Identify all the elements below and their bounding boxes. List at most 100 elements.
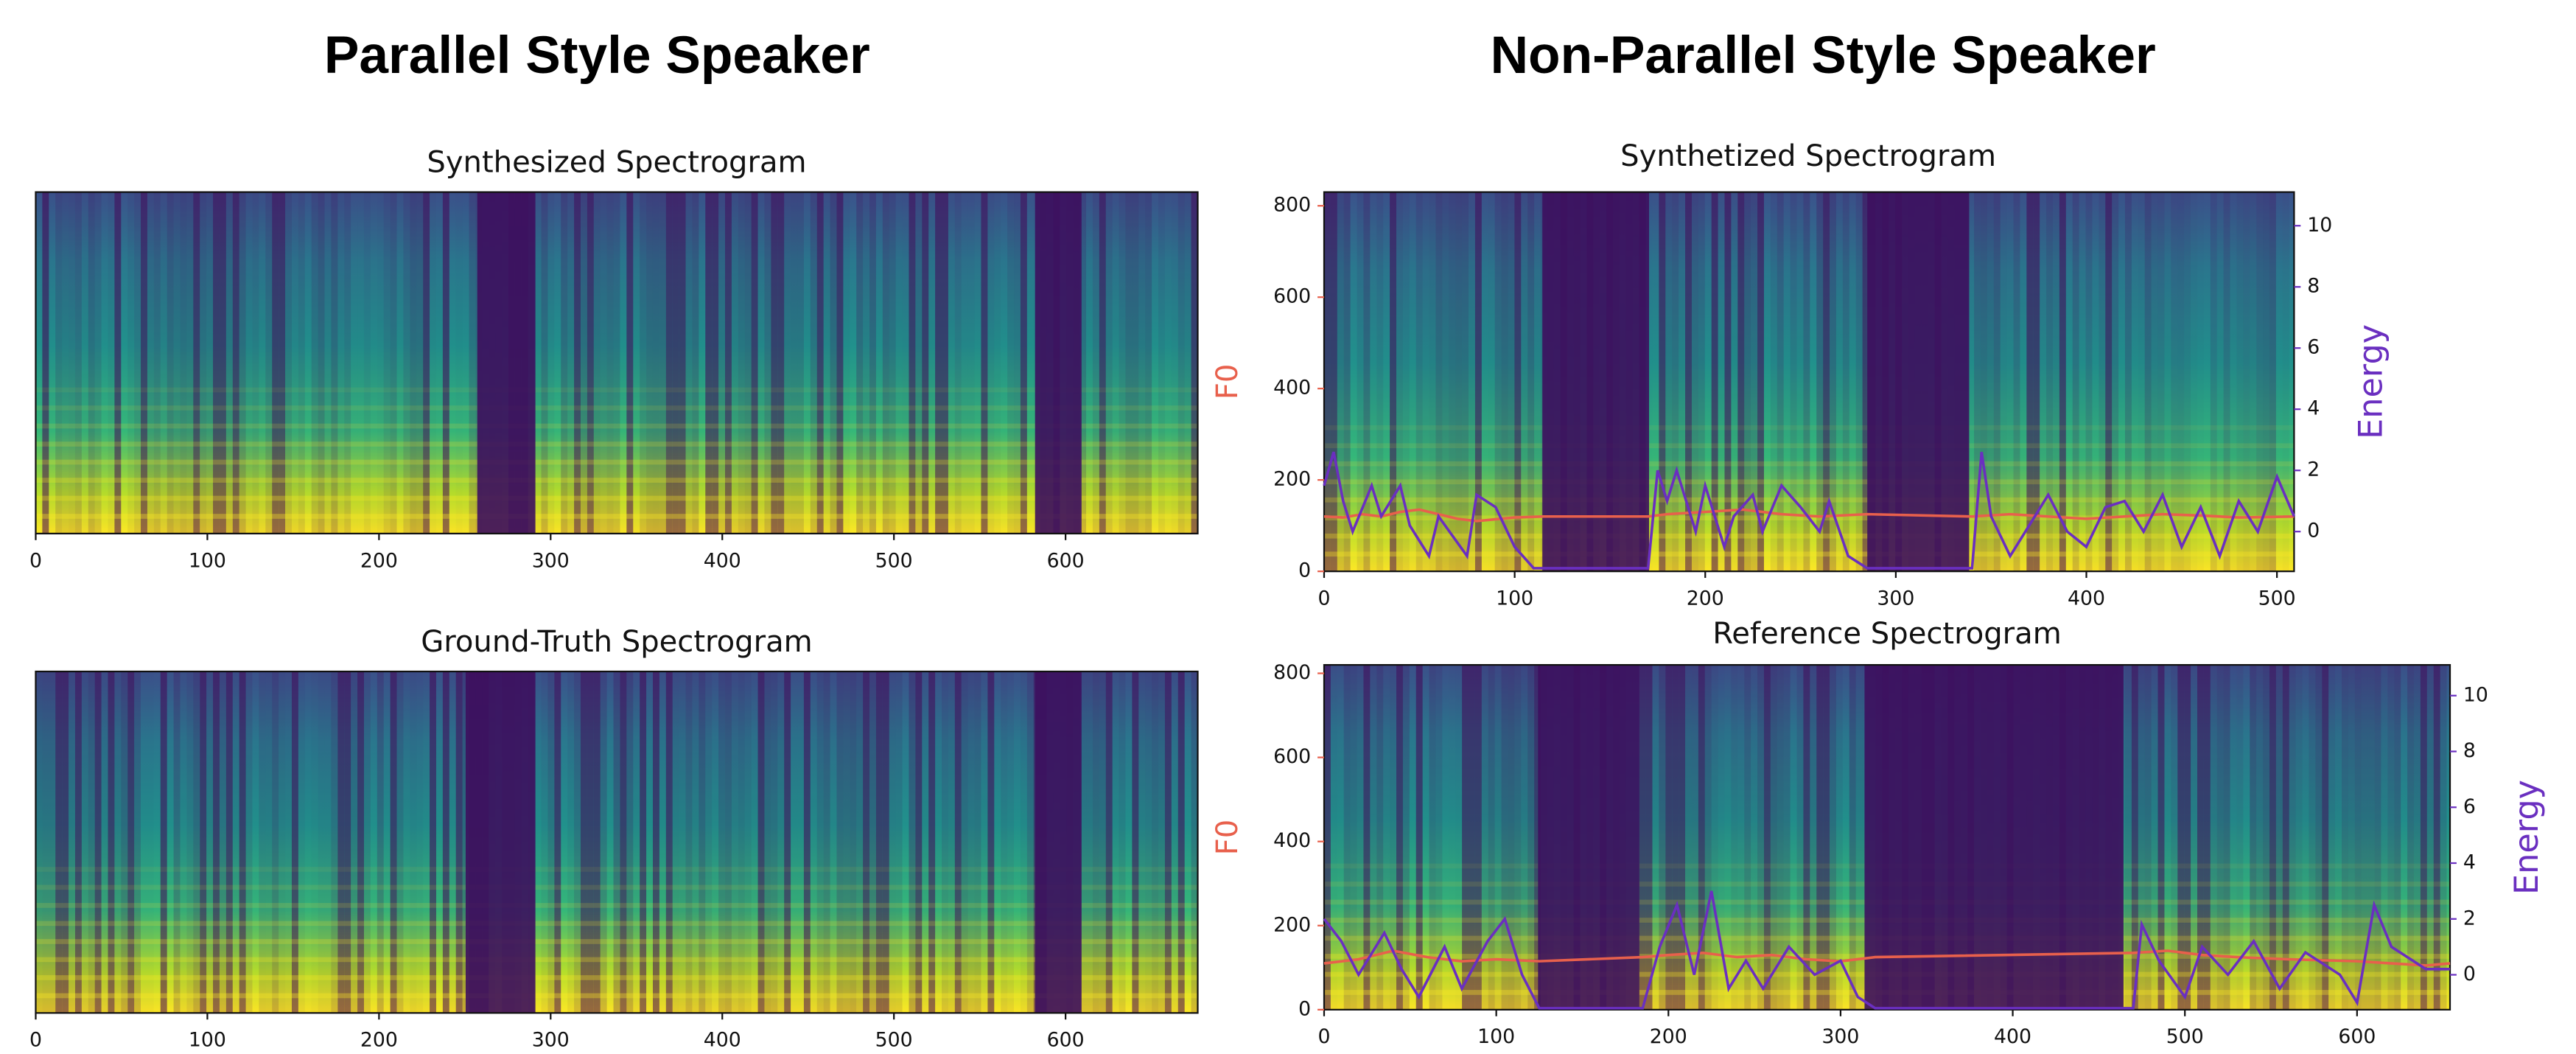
spectrogram-texture	[1455, 192, 1462, 572]
x-tick-label: 600	[1047, 549, 1085, 572]
spectrogram-harmonic	[35, 442, 1197, 447]
x-tick-label: 100	[189, 549, 226, 572]
x-tick-label: 0	[1318, 587, 1331, 610]
y-tick-label: 400	[1273, 377, 1311, 399]
panel-title: Synthetized Spectrogram	[1620, 139, 1996, 173]
y2-tick-label: 0	[2463, 963, 2476, 985]
spectrogram-harmonic	[35, 496, 1197, 501]
spectrogram-texture	[2086, 192, 2093, 572]
y-tick-label: 200	[1273, 468, 1311, 491]
spectrogram-texture	[1718, 192, 1725, 572]
spectrogram-texture	[2073, 192, 2079, 572]
x-tick-label: 500	[2166, 1025, 2204, 1048]
spectrogram-texture	[2256, 192, 2263, 572]
spectrogram-harmonic	[35, 388, 1197, 393]
spectrogram-texture	[2040, 192, 2046, 572]
panel-title: Reference Spectrogram	[1712, 617, 2061, 651]
spectrogram-texture	[2236, 192, 2243, 572]
spectrogram-texture	[1751, 192, 1757, 572]
y2-axis-label: Energy	[2507, 780, 2546, 895]
spectrogram-texture	[2269, 192, 2276, 572]
spectrogram-texture	[2283, 192, 2289, 572]
spectrogram-texture	[2125, 192, 2132, 572]
x-tick-label: 0	[29, 549, 42, 572]
x-tick-label: 500	[875, 1029, 913, 1052]
spectrogram-texture	[2092, 192, 2099, 572]
spectrogram-harmonic	[35, 921, 1197, 926]
x-tick-label: 100	[1496, 587, 1533, 610]
spectrogram-texture	[1410, 192, 1416, 572]
y-tick-label: 800	[1273, 661, 1311, 684]
y2-tick-label: 2	[2307, 458, 2320, 481]
y-tick-label: 600	[1273, 745, 1311, 768]
y2-tick-label: 6	[2463, 795, 2476, 818]
y2-tick-label: 4	[2463, 851, 2476, 874]
figure: Parallel Style Speaker Non-Parallel Styl…	[0, 0, 2576, 1054]
y-tick-label: 0	[1298, 997, 1311, 1020]
spectrogram-harmonic	[1324, 551, 2294, 556]
spectrogram-harmonic	[35, 424, 1197, 429]
y2-tick-label: 4	[2307, 397, 2320, 420]
x-tick-label: 300	[1877, 587, 1914, 610]
x-tick-label: 0	[1318, 1025, 1331, 1048]
y2-tick-label: 0	[2307, 520, 2320, 542]
spectrogram-texture	[1462, 192, 1469, 572]
spectrogram-texture	[2112, 192, 2118, 572]
spectrogram-texture	[1737, 192, 1744, 572]
spectrogram-texture	[1396, 192, 1403, 572]
section-heading: Non-Parallel Style Speaker	[1491, 26, 2156, 85]
y-axis-label: F0	[1211, 364, 1245, 400]
spectrogram-harmonic	[1324, 498, 2294, 503]
y2-tick-label: 10	[2307, 214, 2332, 237]
spectrogram-texture	[1337, 192, 1344, 572]
spectrogram-harmonic	[35, 885, 1197, 890]
x-tick-label: 200	[1650, 1025, 1687, 1048]
spectrogram-texture	[1744, 192, 1751, 572]
spectrogram-texture	[1816, 192, 1823, 572]
spectrogram-harmonic	[35, 994, 1197, 999]
section-heading: Parallel Style Speaker	[324, 26, 870, 85]
spectrogram-texture	[1692, 192, 1698, 572]
spectrogram-harmonic	[1324, 443, 2294, 448]
x-tick-label: 0	[29, 1029, 42, 1052]
spectrogram-harmonic	[35, 867, 1197, 872]
spectrogram-texture	[2211, 192, 2217, 572]
spectrogram-texture	[1527, 192, 1534, 572]
spectrogram-texture	[1482, 192, 1488, 572]
page: {"headings":["Parallel Style Speaker","N…	[0, 0, 2576, 1054]
x-tick-label: 100	[1477, 1025, 1515, 1048]
y2-tick-label: 10	[2463, 683, 2488, 706]
spectrogram-texture	[1475, 192, 1482, 572]
panel-title: Synthesized Spectrogram	[427, 146, 806, 180]
spectrogram-texture	[1705, 192, 1712, 572]
x-tick-label: 400	[704, 1029, 741, 1052]
x-tick-label: 600	[1047, 1029, 1085, 1052]
spectrogram-harmonic	[1324, 425, 2294, 430]
x-tick-label: 400	[704, 549, 741, 572]
spectrogram-harmonic	[1324, 479, 2294, 484]
spectrogram-image	[35, 192, 1197, 534]
x-tick-label: 500	[2258, 587, 2296, 610]
spectrogram-texture	[2224, 192, 2230, 572]
y2-tick-label: 8	[2307, 275, 2320, 298]
x-tick-label: 300	[532, 549, 570, 572]
spectrogram-image	[35, 671, 1197, 1013]
x-tick-label: 400	[1994, 1025, 2031, 1048]
spectrogram-texture	[2105, 192, 2112, 572]
y2-tick-label: 6	[2307, 336, 2320, 359]
spectrogram-silence	[477, 192, 536, 534]
x-tick-label: 400	[2068, 587, 2105, 610]
spectrogram-texture	[2066, 192, 2073, 572]
spectrogram-texture	[1449, 192, 1455, 572]
spectrogram-harmonic	[35, 957, 1197, 963]
spectrogram-texture	[2118, 192, 2125, 572]
y-tick-label: 400	[1273, 829, 1311, 852]
spectrogram-silence	[466, 671, 536, 1013]
spectrogram-texture	[2217, 192, 2224, 572]
y-tick-label: 600	[1273, 285, 1311, 308]
y2-tick-label: 2	[2463, 907, 2476, 929]
spectrogram-silence	[1035, 671, 1082, 1013]
spectrogram-silence	[1542, 192, 1649, 572]
y2-tick-label: 8	[2463, 739, 2476, 762]
spectrogram-harmonic	[35, 405, 1197, 411]
